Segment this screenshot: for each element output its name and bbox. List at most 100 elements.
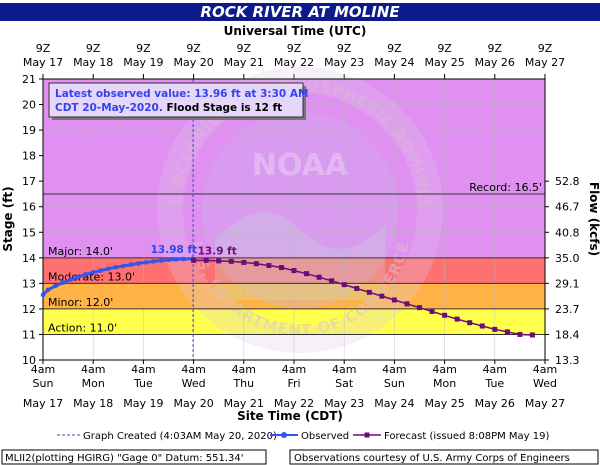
observed-point: [143, 260, 149, 265]
latest-value-date: CDT 20-May-2020.: [55, 102, 163, 114]
local-tick-time: 4am: [483, 363, 507, 376]
utc-tick-date: May 27: [525, 56, 565, 69]
utc-tick-hour: 9Z: [538, 42, 553, 55]
forecast-point: [216, 258, 222, 264]
observed-point: [45, 287, 51, 293]
observed-point: [181, 256, 186, 262]
flow-tick-labels: 13.3 18.4 23.7 29.1 35.0 40.8 46.7 52.8: [545, 175, 580, 367]
observed-point: [166, 257, 171, 263]
forecast-point: [278, 265, 284, 271]
local-tick-date: May 20: [173, 397, 213, 410]
utc-tick-hour: 9Z: [136, 42, 151, 55]
plot-grid: Action: 11.0'Minor: 12.0'Moderate: 13.0'…: [43, 79, 545, 360]
y-axis-left-title: Stage (ft): [1, 186, 15, 251]
local-tick-time: 4am: [232, 363, 256, 376]
local-tick-date: May 17: [23, 397, 63, 410]
local-tick-time: 4am: [332, 363, 356, 376]
flow-tick-label: 23.7: [555, 303, 580, 316]
flow-tick-label: 40.8: [555, 226, 580, 239]
forecast-point: [479, 323, 485, 329]
forecast-value-label: 13.9 ft: [198, 245, 237, 257]
stage-tick-label: 10: [22, 354, 36, 367]
noaa-logo-center-text: NOAA: [252, 148, 349, 183]
utc-tick-hour: 9Z: [36, 42, 51, 55]
stage-tick-labels: 10 11 12 13 14 15 16 17 18 19 20 21: [22, 73, 43, 367]
threshold-label-action: Action: 11.0': [48, 321, 117, 334]
utc-tick-hour: 9Z: [337, 42, 352, 55]
legend-observed-label: Observed: [301, 431, 349, 442]
stage-tick-label: 12: [22, 303, 36, 316]
utc-tick-hour: 9Z: [437, 42, 452, 55]
flow-tick-label: 18.4: [555, 328, 580, 341]
forecast-point: [404, 301, 410, 307]
local-tick-date: May 22: [274, 397, 314, 410]
top-axis-title: Universal Time (UTC): [224, 24, 367, 38]
series-layer: 13.98 ft 13.9 ft: [40, 244, 535, 338]
local-tick-date: May 27: [525, 397, 565, 410]
observed-point: [75, 274, 81, 280]
stage-tick-label: 16: [22, 201, 36, 214]
observed-point: [158, 258, 164, 263]
forecast-point: [366, 289, 372, 295]
local-tick-day: Tue: [133, 377, 153, 390]
utc-tick-date: May 24: [374, 56, 414, 69]
flow-tick-label: 35.0: [555, 252, 580, 265]
local-tick-date: May 25: [424, 397, 464, 410]
observed-point: [40, 292, 46, 298]
local-tick-day: Thu: [232, 377, 254, 390]
stage-tick-label: 11: [22, 328, 36, 341]
local-tick-day: Sun: [33, 377, 54, 390]
forecast-point: [203, 257, 209, 263]
forecast-point: [391, 297, 397, 303]
footer-credit-text: Observations courtesy of U.S. Army Corps…: [294, 453, 570, 464]
footer: MLII2(plotting HGIRG) "Gage 0" Datum: 55…: [1, 449, 599, 465]
forecast-point: [492, 326, 498, 332]
forecast-point: [228, 258, 234, 264]
y-axis-right-title: Flow (kcfs): [587, 182, 600, 256]
threshold-label-minor: Minor: 12.0': [48, 296, 113, 309]
forecast-point: [417, 305, 422, 311]
chart-title: ROCK RIVER AT MOLINE: [200, 3, 400, 21]
utc-tick-hour: 9Z: [287, 42, 302, 55]
local-tick-time: 4am: [81, 363, 105, 376]
forecast-point: [304, 271, 310, 277]
stage-tick-label: 20: [22, 99, 36, 112]
local-tick-day: Sat: [335, 377, 354, 390]
flow-tick-label: 13.3: [555, 354, 580, 367]
forecast-point: [467, 320, 473, 326]
utc-tick-hour: 9Z: [186, 42, 201, 55]
bottom-axis-title: Site Time (CDT): [237, 409, 343, 423]
flow-tick-label: 52.8: [555, 175, 580, 188]
local-tick-date: May 18: [73, 397, 113, 410]
utc-tick-date: May 23: [324, 56, 364, 69]
utc-tick-hour: 9Z: [387, 42, 402, 55]
stage-tick-label: 15: [22, 226, 36, 239]
utc-tick-date: May 17: [23, 56, 63, 69]
record-label: Record: 16.5': [469, 181, 542, 194]
local-tick-time: 4am: [282, 363, 306, 376]
local-tick-time: 4am: [382, 363, 406, 376]
observed-point: [83, 272, 88, 277]
observed-point: [105, 266, 111, 272]
noaa-logo-wave: [215, 212, 385, 300]
forecast-line: [193, 259, 533, 336]
observed-point: [121, 263, 126, 269]
observed-point: [136, 261, 141, 266]
observed-point: [173, 257, 179, 262]
latest-value-line-1: Latest observed value: 13.96 ft at 3:30 …: [55, 88, 308, 100]
legend: Graph Created (4:03AM May 20, 2020) Obse…: [57, 431, 549, 442]
utc-tick-date: May 25: [424, 56, 464, 69]
local-tick-date: May 26: [475, 397, 515, 410]
local-tick-day: Sun: [384, 377, 405, 390]
observed-point: [113, 264, 119, 270]
utc-tick-hour: 9Z: [488, 42, 503, 55]
forecast-point: [529, 332, 535, 338]
threshold-label-major: Major: 14.0': [48, 245, 113, 258]
observed-point: [68, 277, 73, 282]
forecast-point: [379, 293, 385, 299]
local-tick-day: Wed: [533, 377, 557, 390]
forecast-point: [354, 285, 360, 291]
